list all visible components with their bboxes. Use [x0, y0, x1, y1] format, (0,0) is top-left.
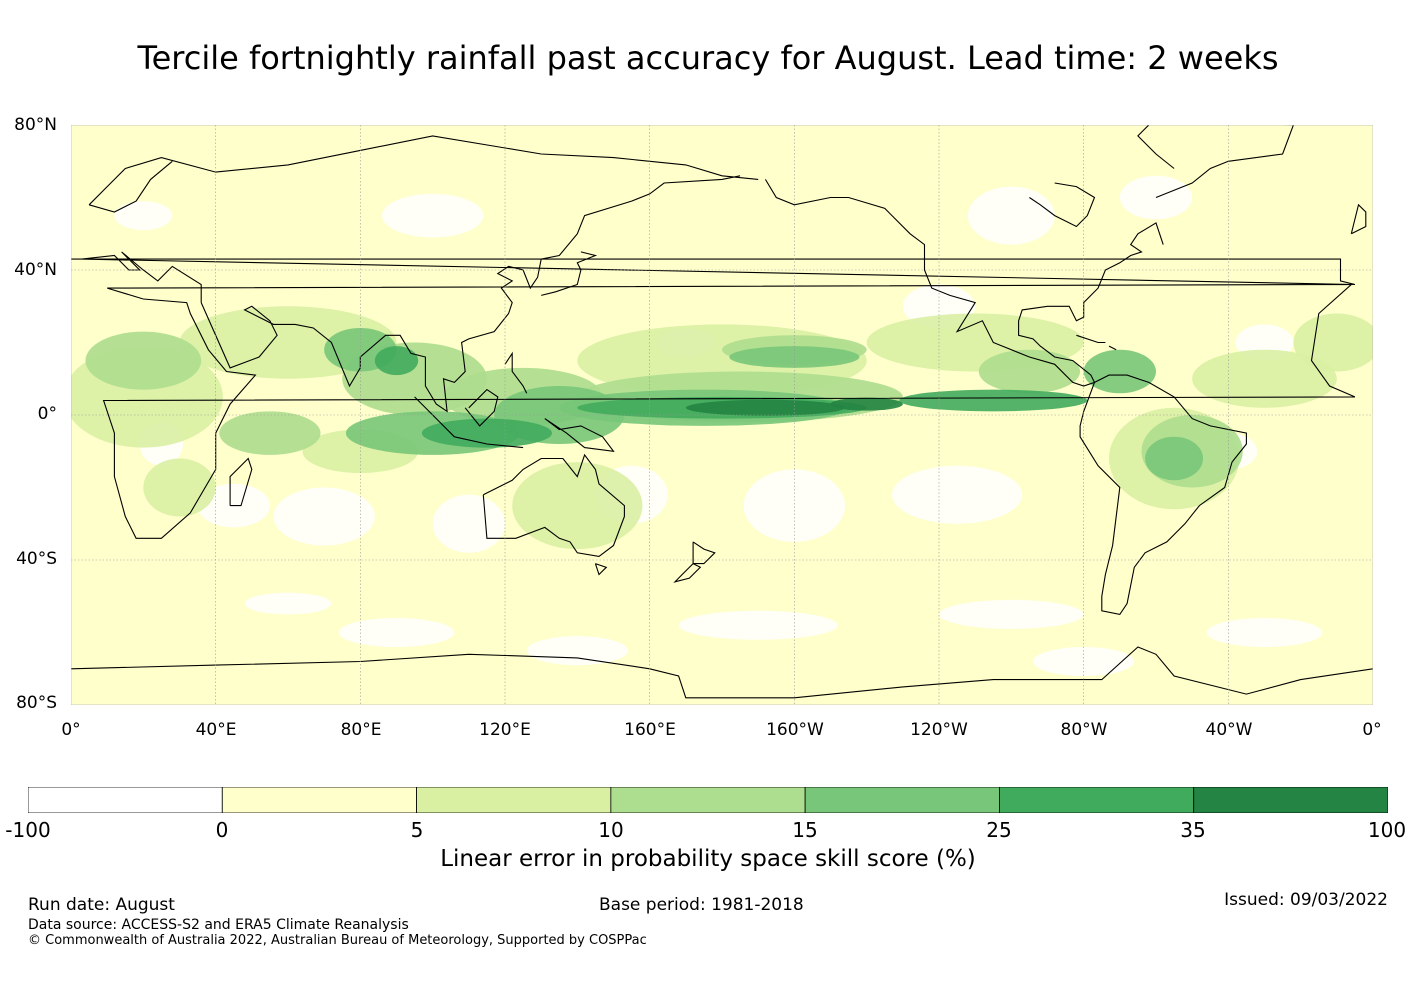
skill-region: [143, 458, 216, 517]
coastline: [692, 541, 716, 565]
skill-score-map: [71, 125, 1373, 705]
coastline: [454, 436, 524, 449]
base-period: Base period: 1981-2018: [599, 895, 804, 915]
skill-region: [338, 618, 455, 647]
coastline: [71, 646, 1373, 699]
coastline: [88, 160, 173, 213]
colorbar-swatch: [221, 786, 417, 814]
colorbar-tick: 15: [792, 818, 818, 842]
coastline: [482, 453, 625, 557]
coastline: [1029, 182, 1096, 228]
skill-region: [114, 201, 173, 231]
skill-region: [939, 599, 1084, 629]
coastline: [464, 388, 499, 427]
lat-label-0: 0°: [37, 404, 57, 424]
lat-label-80n: 80°N: [14, 115, 57, 135]
lon-label-120e: 120°E: [479, 720, 531, 740]
coastline: [1076, 334, 1106, 344]
skill-region: [1293, 313, 1373, 372]
skill-region: [1206, 618, 1323, 647]
skill-region: [967, 186, 1055, 245]
lon-label-160w: 160°W: [766, 720, 824, 740]
lon-label-40w: 40°W: [1205, 720, 1253, 740]
coastline: [673, 563, 702, 583]
graticule-layer: [71, 125, 1373, 705]
skill-region: [382, 193, 484, 238]
lon-label-40e: 40°E: [195, 720, 237, 740]
coastline: [504, 351, 528, 394]
lon-label-160e: 160°E: [624, 720, 676, 740]
skill-region: [85, 331, 202, 390]
map-canvas: [71, 125, 1373, 705]
lon-label-0-west: 0°: [61, 720, 81, 740]
colorbar-tick: 25: [986, 818, 1012, 842]
lon-label-80e: 80°E: [340, 720, 382, 740]
skill-region: [273, 487, 375, 546]
coastline: [229, 457, 253, 507]
skill-region: [830, 397, 903, 411]
skill-region: [1145, 436, 1204, 481]
skill-region: [1083, 349, 1156, 394]
coastline: [594, 563, 608, 576]
lon-label-0-east: 0°: [1362, 720, 1382, 740]
colorbar-swatch: [27, 786, 223, 814]
skill-region: [244, 592, 332, 615]
skill-region: [685, 399, 845, 416]
coastline: [544, 418, 615, 453]
coastline: [1108, 345, 1117, 351]
issued-date: Issued: 09/03/2022: [1224, 890, 1388, 910]
skill-region: [219, 411, 321, 455]
colorbar-tick: 35: [1180, 818, 1206, 842]
colorbar-swatch: [999, 786, 1195, 814]
colorbar-label: Linear error in probability space skill …: [440, 846, 976, 872]
coastline: [414, 396, 455, 438]
skill-region: [432, 494, 506, 553]
colorbar-tick: 5: [410, 818, 424, 842]
skill-region: [374, 346, 419, 376]
lat-label-40n: 40°N: [14, 260, 57, 280]
colorbar-swatch: [416, 786, 612, 814]
colorbar-swatch: [1193, 786, 1389, 814]
coastline: [764, 179, 1164, 387]
chart-title: Tercile fortnightly rainfall past accura…: [137, 39, 1279, 77]
lat-label-40s: 40°S: [16, 549, 57, 569]
coastline: [1350, 203, 1367, 235]
lat-label-80s: 80°S: [16, 693, 57, 713]
lon-label-120w: 120°W: [910, 720, 968, 740]
colorbar-tick: -100: [5, 818, 51, 842]
skill-region: [526, 636, 628, 666]
skill-region: [743, 469, 845, 542]
coastline: [200, 175, 741, 413]
colorbar-swatch: [610, 786, 806, 814]
colorbar-tick: 10: [598, 818, 624, 842]
colorbar-tick: 100: [1367, 818, 1407, 842]
skill-region: [678, 610, 838, 640]
colorbar-swatches: [27, 786, 1389, 814]
colorbar: [27, 786, 1389, 814]
run-date: Run date: August: [28, 895, 175, 915]
colorbar-swatch: [804, 786, 1000, 814]
skill-region: [978, 349, 1081, 394]
copyright: © Commonwealth of Australia 2022, Austra…: [28, 933, 647, 948]
skill-region: [421, 418, 553, 448]
lon-label-80w: 80°W: [1060, 720, 1108, 740]
colorbar-tick: 0: [215, 818, 229, 842]
coastline: [102, 283, 1356, 539]
data-source: Data source: ACCESS-S2 and ERA5 Climate …: [28, 917, 409, 933]
skill-region: [891, 465, 1023, 524]
skill-region: [899, 389, 1088, 412]
coastline: [541, 251, 598, 296]
coastline: [1137, 125, 1294, 199]
